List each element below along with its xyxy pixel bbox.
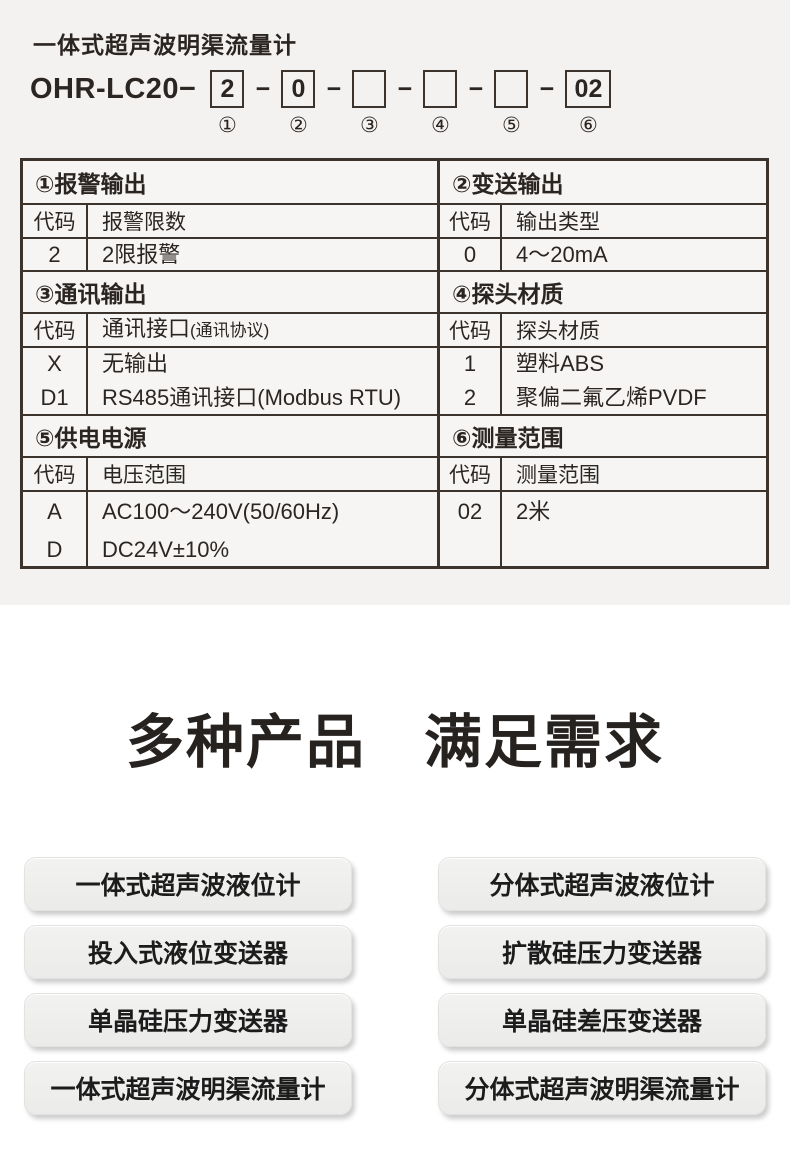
table-header-row: 代码 报警限数 bbox=[23, 203, 437, 237]
desc-cell: 塑料ABS bbox=[516, 351, 605, 376]
section-title-transmit-output: ②变送输出 bbox=[452, 171, 564, 197]
desc-header-cell: 通讯接口(通讯协议) bbox=[102, 316, 270, 341]
code-cell: 0 bbox=[463, 241, 477, 267]
product-button-monocrystal-silicon-pressure-transmitter[interactable]: 单晶硅压力变送器 bbox=[24, 993, 352, 1047]
code-cell: 2 bbox=[463, 385, 477, 410]
model-prefix: OHR-LC20− bbox=[30, 72, 197, 105]
table-row: 2 2限报警 bbox=[23, 237, 437, 270]
model-dash: − bbox=[468, 74, 484, 103]
code-header-cell: 代码 bbox=[440, 205, 502, 237]
model-box-2: 0 bbox=[281, 70, 316, 108]
model-box-1: 2 bbox=[210, 70, 245, 108]
section-title-power-supply: ⑤供电电源 bbox=[23, 414, 437, 456]
spec-sheet-section: 一体式超声波明渠流量计 OHR-LC20− 2 − 0 − − − − 02 ①… bbox=[0, 0, 790, 605]
model-box-5 bbox=[494, 70, 529, 108]
code-cell: 1 bbox=[463, 351, 477, 376]
table-row: A D AC100～240V(50/60Hz) DC24V±10% bbox=[23, 490, 437, 566]
desc-header-cell: 测量范围 bbox=[516, 464, 600, 487]
product-button-split-ultrasonic-level-meter[interactable]: 分体式超声波液位计 bbox=[438, 857, 766, 911]
model-dash: − bbox=[397, 74, 413, 103]
table-row: 0 4～20mA bbox=[440, 237, 766, 270]
code-cell: 02 bbox=[457, 499, 483, 524]
desc-cell: 2限报警 bbox=[102, 241, 181, 267]
desc-header-cell: 输出类型 bbox=[516, 211, 600, 234]
spec-table-left-group: ①报警输出 代码 报警限数 2 2限报警 ③通讯输出 代码 通讯接口(通讯协议)… bbox=[23, 161, 440, 566]
model-box-3 bbox=[352, 70, 387, 108]
section-title-probe-material: ④探头材质 bbox=[440, 270, 766, 312]
desc-header-small: (通讯协议) bbox=[190, 321, 270, 340]
product-button-submersible-level-transmitter[interactable]: 投入式液位变送器 bbox=[24, 925, 352, 979]
model-index-2: ② bbox=[289, 114, 308, 137]
model-box-4 bbox=[423, 70, 458, 108]
model-index-3: ③ bbox=[360, 114, 379, 137]
model-dash: − bbox=[539, 74, 555, 103]
desc-cell: 2米 bbox=[516, 499, 551, 524]
code-cell: D1 bbox=[40, 385, 69, 410]
desc-header-cell: 电压范围 bbox=[102, 464, 186, 487]
desc-header-cell: 报警限数 bbox=[102, 211, 186, 234]
table-header-row: 代码 探头材质 bbox=[440, 312, 766, 346]
hero-heading-part2: 满足需求 bbox=[424, 710, 665, 775]
model-index-1: ① bbox=[218, 114, 237, 137]
hero-heading-part1: 多种产品 bbox=[125, 710, 366, 775]
table-row: X D1 无输出 RS485通讯接口(Modbus RTU) bbox=[23, 346, 437, 414]
product-button-monocrystal-silicon-dp-transmitter[interactable]: 单晶硅差压变送器 bbox=[438, 993, 766, 1047]
product-button-grid: 一体式超声波液位计 分体式超声波液位计 投入式液位变送器 扩散硅压力变送器 单晶… bbox=[24, 857, 766, 1115]
model-dash: − bbox=[255, 74, 271, 103]
model-index-6: ⑥ bbox=[579, 114, 598, 137]
product-button-split-open-channel-flowmeter[interactable]: 分体式超声波明渠流量计 bbox=[438, 1061, 766, 1115]
desc-cell: AC100～240V(50/60Hz) bbox=[102, 499, 340, 524]
code-cell: X bbox=[47, 351, 62, 376]
desc-cell: DC24V±10% bbox=[102, 537, 230, 562]
table-header-row: 代码 电压范围 bbox=[23, 456, 437, 490]
page-title: 一体式超声波明渠流量计 bbox=[33, 32, 297, 58]
table-header-row: 代码 输出类型 bbox=[440, 203, 766, 237]
model-box-6: 02 bbox=[565, 70, 612, 108]
products-section: 多种产品 满足需求 一体式超声波液位计 分体式超声波液位计 投入式液位变送器 扩… bbox=[0, 605, 790, 1115]
hero-heading: 多种产品 满足需求 bbox=[0, 605, 790, 779]
desc-cell: 聚偏二氟乙烯PVDF bbox=[516, 385, 707, 410]
code-cell: A bbox=[47, 499, 62, 524]
product-button-integrated-ultrasonic-level-meter[interactable]: 一体式超声波液位计 bbox=[24, 857, 352, 911]
code-cell: 2 bbox=[48, 241, 61, 267]
section-title-comm-output: ③通讯输出 bbox=[23, 270, 437, 312]
desc-cell: 无输出 bbox=[102, 351, 169, 376]
model-index-5: ⑤ bbox=[502, 114, 521, 137]
code-cell: D bbox=[46, 537, 63, 562]
table-header-row: 代码 通讯接口(通讯协议) bbox=[23, 312, 437, 346]
desc-cell: RS485通讯接口(Modbus RTU) bbox=[102, 385, 402, 410]
model-code-breakdown: OHR-LC20− 2 − 0 − − − − 02 ① ② ③ ④ ⑤ ⑥ bbox=[30, 70, 612, 138]
product-button-integrated-open-channel-flowmeter[interactable]: 一体式超声波明渠流量计 bbox=[24, 1061, 352, 1115]
section-title-measure-range: ⑥测量范围 bbox=[440, 414, 766, 456]
spec-table-right-group: ②变送输出 代码 输出类型 0 4～20mA ④探头材质 代码 探头材质 1 2 bbox=[440, 161, 766, 566]
code-header-cell: 代码 bbox=[440, 458, 502, 490]
code-header-cell: 代码 bbox=[23, 458, 88, 490]
code-header-cell: 代码 bbox=[23, 314, 88, 346]
code-header-cell: 代码 bbox=[23, 205, 88, 237]
table-row: 1 2 塑料ABS 聚偏二氟乙烯PVDF bbox=[440, 346, 766, 414]
desc-header-cell: 探头材质 bbox=[516, 320, 600, 343]
spec-table: ①报警输出 代码 报警限数 2 2限报警 ③通讯输出 代码 通讯接口(通讯协议)… bbox=[20, 158, 769, 569]
desc-cell: 4～20mA bbox=[516, 241, 608, 267]
section-title-alarm-output: ①报警输出 bbox=[35, 171, 147, 197]
code-header-cell: 代码 bbox=[440, 314, 502, 346]
table-header-row: 代码 测量范围 bbox=[440, 456, 766, 490]
model-dash: − bbox=[326, 74, 342, 103]
product-button-diffused-silicon-pressure-transmitter[interactable]: 扩散硅压力变送器 bbox=[438, 925, 766, 979]
table-row: 02 2米 bbox=[440, 490, 766, 566]
model-index-4: ④ bbox=[431, 114, 450, 137]
